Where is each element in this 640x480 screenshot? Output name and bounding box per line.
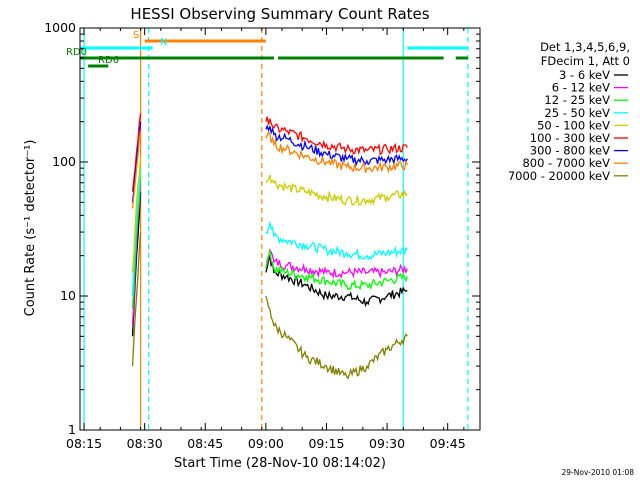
- legend-label: 12 - 25 keV: [544, 93, 610, 107]
- series-line: [265, 248, 408, 280]
- series-line: [131, 156, 142, 273]
- series-line: [265, 220, 408, 261]
- flag-label: N: [160, 37, 167, 48]
- series-line: [265, 249, 408, 291]
- y-tick-label: 1: [68, 422, 76, 437]
- legend: Det 1,3,4,5,6,9, FDecim 1, Att 0 3 - 6 k…: [508, 40, 630, 183]
- x-tick-label: 09:30: [369, 436, 405, 451]
- legend-label: 3 - 6 keV: [559, 68, 610, 82]
- series-line: [265, 255, 408, 308]
- flag-label: RD6: [98, 55, 119, 66]
- series-line: [265, 124, 408, 167]
- legend-label: 300 - 800 keV: [530, 144, 610, 158]
- series-line: [265, 174, 408, 206]
- series-line: [131, 168, 142, 297]
- x-tick-label: 09:00: [248, 436, 284, 451]
- x-tick-label: 09:45: [430, 436, 466, 451]
- flag-label: RD0: [66, 47, 87, 58]
- plot-area: S N RD0 RD6: [66, 28, 469, 430]
- series-line: [265, 295, 408, 380]
- y-tick-label: 1000: [44, 20, 76, 35]
- x-tick-label: 08:45: [187, 436, 223, 451]
- x-tick-label: 08:30: [127, 436, 163, 451]
- flag-label: S: [133, 30, 139, 41]
- chart-title: HESSI Observing Summary Count Rates: [130, 5, 429, 23]
- axes: 08:15 08:30 08:45 09:00 09:15 09:30 09:45 1 10 10…: [44, 20, 481, 451]
- legend-label: 50 - 100 keV: [537, 118, 610, 132]
- series-line: [131, 174, 142, 310]
- x-axis-label: Start Time (28-Nov-10 08:14:02): [174, 456, 386, 471]
- y-axis-label: Count Rate (s⁻¹ detector⁻¹): [23, 140, 38, 317]
- legend-label: 7000 - 20000 keV: [508, 169, 610, 183]
- plot-frame: [79, 27, 481, 431]
- series-line: [265, 116, 408, 156]
- y-tick-label: 100: [52, 154, 76, 169]
- legend-header-line-2: FDecim 1, Att 0: [541, 54, 630, 68]
- series-line: [131, 232, 142, 367]
- legend-header-line-1: Det 1,3,4,5,6,9,: [540, 40, 630, 54]
- y-tick-label: 10: [60, 288, 76, 303]
- legend-label: 6 - 12 keV: [552, 81, 610, 95]
- legend-label: 25 - 50 keV: [544, 106, 610, 120]
- series-line: [131, 131, 142, 209]
- legend-label: 100 - 300 keV: [530, 131, 610, 145]
- timestamp: 29-Nov-2010 01:08: [562, 468, 635, 477]
- series-line: [265, 130, 408, 174]
- series-line: [131, 113, 142, 192]
- x-tick-label: 08:15: [66, 436, 102, 451]
- legend-label: 800 - 7000 keV: [522, 156, 610, 170]
- x-tick-label: 09:15: [308, 436, 344, 451]
